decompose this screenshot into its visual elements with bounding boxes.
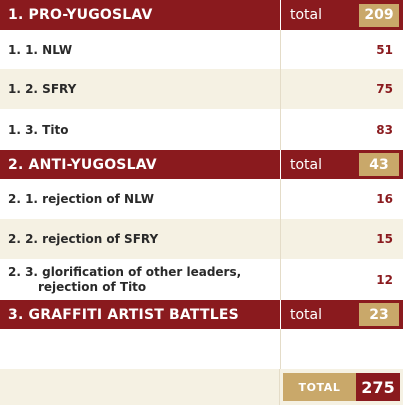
section-header-anti-yugoslav: 2. ANTI-YUGOSLAV total 43 (0, 150, 403, 179)
table-row: 2. 2. rejection of SFRY 15 (0, 219, 403, 259)
row-value: 12 (280, 259, 403, 300)
section-title: 1. PRO-YUGOSLAV (8, 7, 153, 23)
grand-total-row: TOTAL 275 (0, 369, 403, 405)
section-total-label: total (290, 306, 323, 323)
table-row: 2. 1. rejection of NLW 16 (0, 179, 403, 219)
table-row: 1. 1. NLW 51 (0, 30, 403, 69)
row-label: 2. 1. rejection of NLW (8, 192, 155, 206)
section-total-badge: 209 (359, 3, 399, 27)
row-value: 51 (280, 30, 403, 69)
grand-total-label: TOTAL (283, 373, 356, 401)
section-total-badge: 23 (359, 303, 399, 326)
row-label: 2. 2. rejection of SFRY (8, 232, 159, 246)
row-label: 2. 3. glorification of other leaders, re… (0, 259, 280, 300)
table-row-empty (0, 329, 403, 369)
grand-total-value: 275 (356, 373, 400, 401)
row-label: 1. 3. Tito (8, 122, 69, 137)
table-row: 1. 2. SFRY 75 (0, 69, 403, 109)
section-total-badge: 43 (359, 153, 399, 176)
section-total-label: total (290, 156, 323, 173)
section-title: 2. ANTI-YUGOSLAV (8, 156, 157, 173)
row-value: 83 (280, 109, 403, 150)
row-value: 75 (280, 69, 403, 109)
table-row: 2. 3. glorification of other leaders, re… (0, 259, 403, 300)
row-value: 16 (280, 179, 403, 219)
section-title: 3. GRAFFITI ARTIST BATTLES (8, 306, 239, 323)
row-label-line1: 2. 3. glorification of other leaders, (8, 264, 242, 279)
table-row: 1. 3. Tito 83 (0, 109, 403, 150)
row-label: 1. 2. SFRY (8, 82, 77, 96)
row-value: 15 (280, 219, 403, 259)
section-total-label: total (290, 7, 323, 23)
row-label: 1. 1. NLW (8, 42, 73, 57)
row-label-line2: rejection of Tito (38, 279, 147, 294)
section-header-pro-yugoslav: 1. PRO-YUGOSLAV total 209 (0, 0, 403, 30)
section-header-graffiti-artist-battles: 3. GRAFFITI ARTIST BATTLES total 23 (0, 300, 403, 329)
